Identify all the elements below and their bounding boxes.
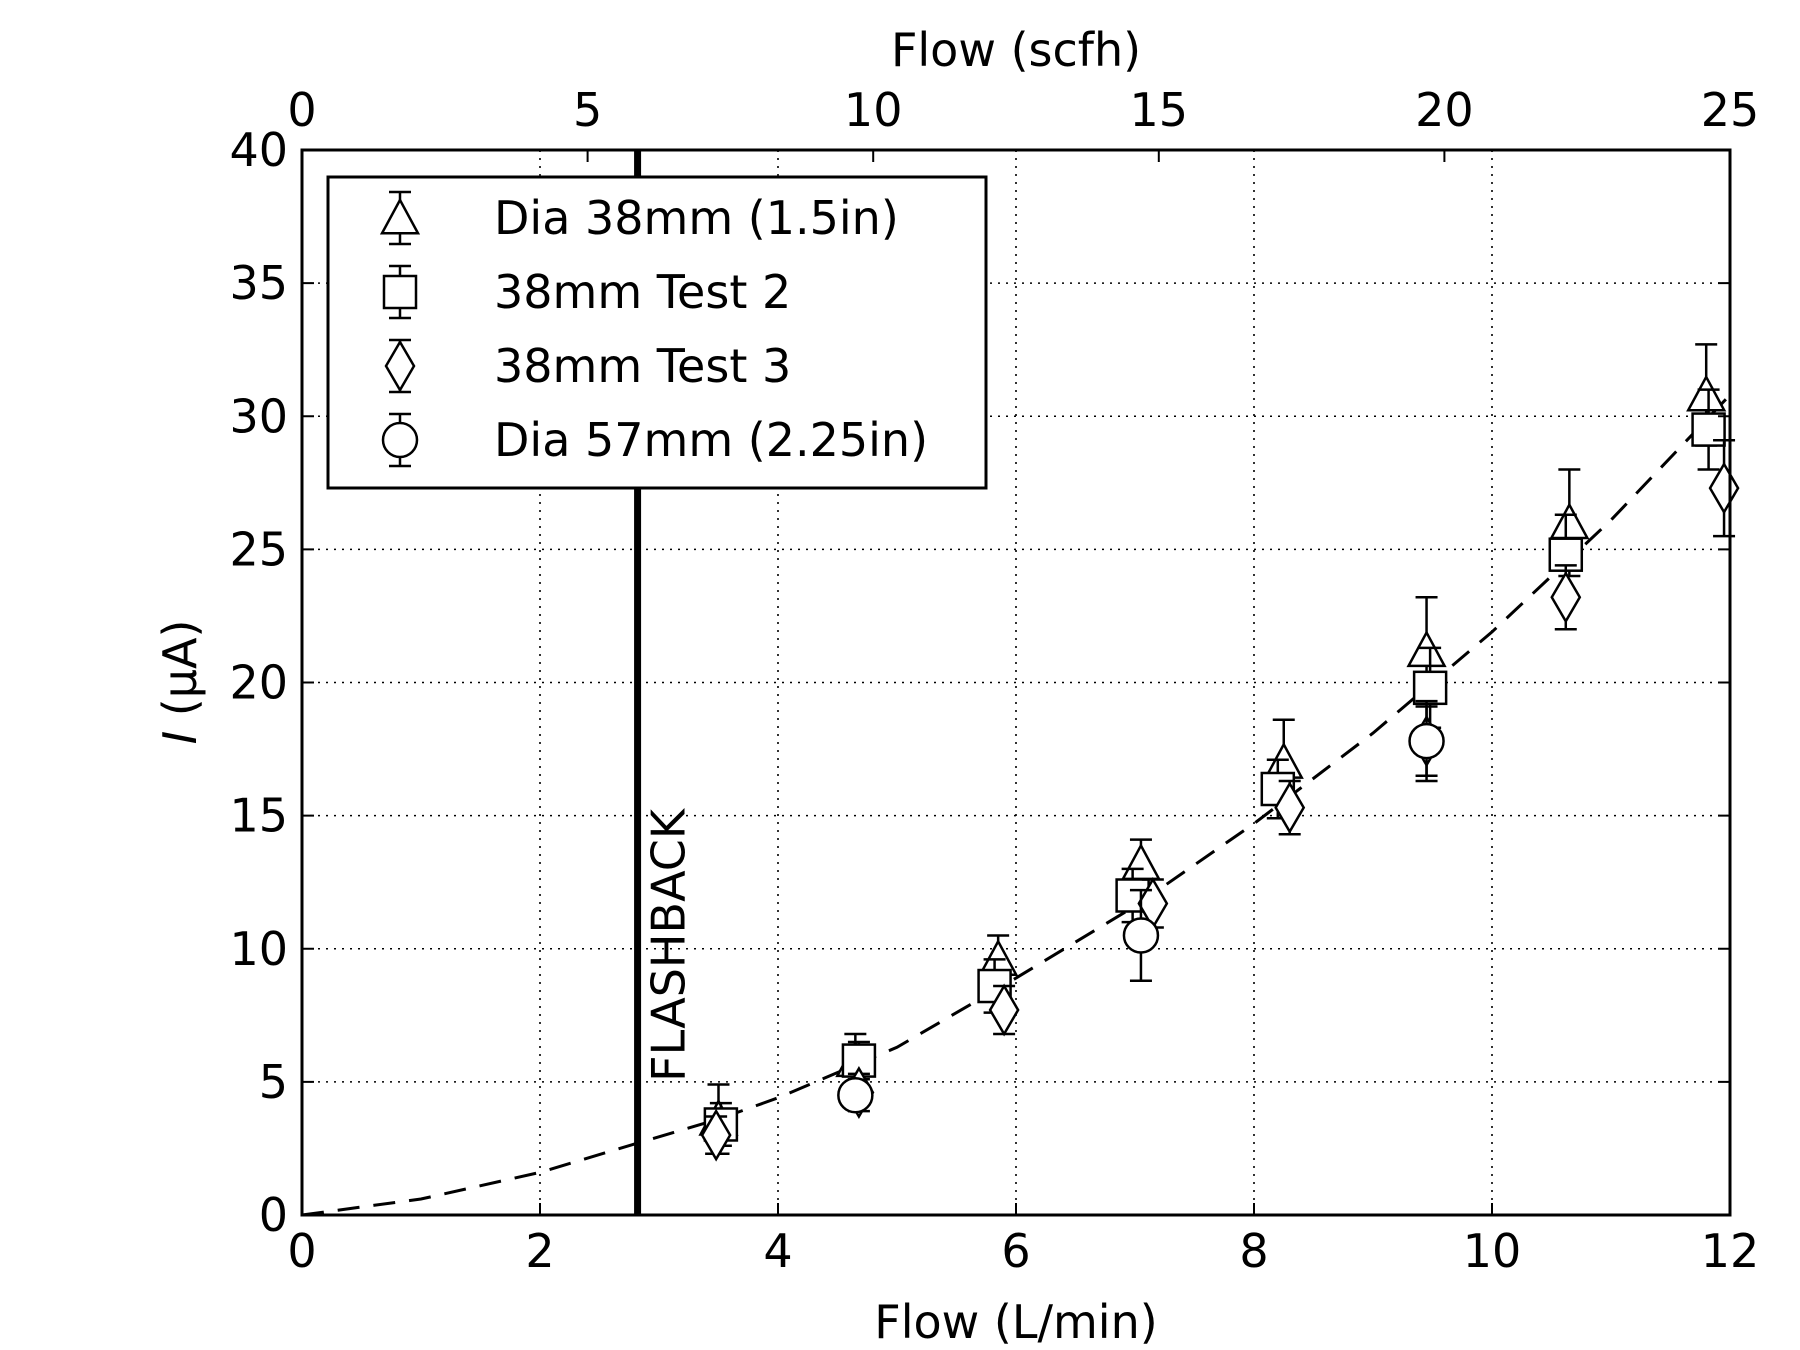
axis-ticks: 0 2 4 6 8 10 12 0 5 10 15 20 25 0 5 10 15 20 25 30 35 40 [229,83,1759,1278]
legend-marker-diamond [384,339,416,393]
legend-marker-triangle [379,197,421,235]
x-axis-title: Flow (L/min) [874,1295,1157,1349]
x-tick-label: 6 [1001,1224,1030,1278]
y-tick-label: 0 [259,1188,288,1242]
y-tick-label: 35 [229,256,288,310]
y-tick-label: 25 [229,522,288,576]
data-point-square [1412,670,1448,706]
x2-tick-label: 20 [1415,83,1474,137]
fit-layer [301,393,1732,1217]
x2-tick-label: 25 [1701,83,1760,137]
data-point-triangle [1406,629,1447,668]
x2-tick-label: 5 [573,83,602,137]
legend: Dia 38mm (1.5in) 38mm Test 2 38mm Test 3 Di… [326,175,988,490]
fit-curve [301,393,1732,1217]
series-layer [698,343,1740,1162]
x-tick-label: 10 [1463,1224,1522,1278]
y-axis-title-symbol: I [153,731,207,745]
x-tick-label: 12 [1701,1224,1760,1278]
legend-label: Dia 38mm (1.5in) [494,191,899,245]
data-point-diamond [988,983,1020,1037]
legend-label: Dia 57mm (2.25in) [494,413,928,467]
y-tick-label: 40 [229,123,288,177]
x2-axis-title: Flow (scfh) [891,23,1141,77]
y-tick-label: 20 [229,656,288,710]
legend-label: 38mm Test 2 [494,265,791,319]
legend-label: 38mm Test 3 [494,339,791,393]
y-tick-label: 10 [229,922,288,976]
y-axis-title: I (μA) [153,620,207,745]
x2-tick-label: 0 [287,83,316,137]
x-tick-label: 2 [525,1224,554,1278]
x-tick-label: 8 [1239,1224,1268,1278]
x-tick-label: 4 [763,1224,792,1278]
x2-tick-label: 15 [1130,83,1189,137]
flashback-label: FLASHBACK [642,807,696,1082]
legend-box [326,175,988,490]
y-axis-title-unit: (μA) [153,620,207,731]
data-point-diamond [700,1108,732,1162]
data-point-triangle [1686,374,1727,412]
y-tick-label: 5 [259,1055,288,1109]
legend-marker-square [382,274,418,310]
x-tick-label: 0 [287,1224,316,1278]
legend-marker-circle [381,421,419,459]
series-circle [837,699,1445,1114]
y-tick-label: 30 [229,389,288,443]
data-point-circle [837,1076,874,1114]
data-point-circle [1122,917,1160,954]
data-point-circle [1408,722,1445,760]
data-point-diamond [1274,781,1306,835]
y-tick-label: 15 [229,789,288,843]
x2-tick-label: 10 [844,83,903,137]
data-point-diamond [1550,570,1582,624]
